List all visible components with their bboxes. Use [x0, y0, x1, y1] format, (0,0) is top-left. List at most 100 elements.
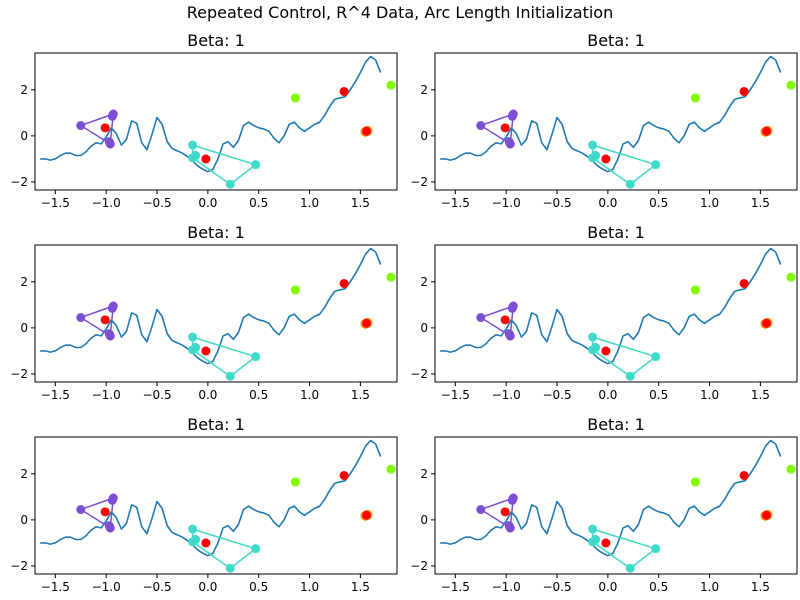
y-tick-label: −2	[410, 559, 428, 573]
x-tick-label: 0.0	[598, 196, 617, 210]
cyan-point	[591, 150, 601, 160]
x-tick-label: 0.0	[598, 388, 617, 402]
subplot-title: Beta: 1	[587, 415, 645, 434]
x-tick-label: 1.0	[700, 388, 719, 402]
axes-frame	[434, 244, 798, 383]
cyan-point	[225, 563, 235, 573]
purple-triangle-line	[480, 113, 515, 145]
x-tick-label: 1.5	[751, 580, 770, 594]
x-tick-label: 1.5	[751, 196, 770, 210]
subplot-5: Beta: 1 −1.5 −1.0 −0.5 0.0 0.5 1.0 1.5 −2 0 2	[10, 415, 398, 594]
x-tick-label: 1.5	[751, 388, 770, 402]
cyan-point	[625, 371, 635, 381]
cyan-point	[651, 352, 661, 362]
curve-line	[40, 247, 382, 365]
x-tick-label: −1.5	[441, 580, 470, 594]
purple-triangle-line	[80, 305, 115, 337]
x-tick-label: −1.5	[441, 388, 470, 402]
green-point	[690, 477, 700, 487]
x-tick-label: −1.0	[92, 580, 121, 594]
x-tick-label: 1.5	[351, 388, 370, 402]
x-tick-label: −1.5	[441, 196, 470, 210]
axes-frame	[434, 52, 798, 191]
axes-frame	[34, 52, 398, 191]
figure-suptitle: Repeated Control, R^4 Data, Arc Length I…	[187, 3, 613, 22]
red-point	[761, 318, 771, 328]
cyan-point	[588, 332, 598, 342]
green-point	[386, 272, 396, 282]
purple-point	[504, 329, 514, 339]
cyan-point	[588, 524, 598, 534]
curve-line	[440, 247, 782, 365]
plot-area	[40, 55, 396, 189]
curve-line	[440, 55, 782, 173]
axes-frame	[34, 436, 398, 575]
x-tick-label: −1.5	[41, 196, 70, 210]
cyan-quad-line	[591, 144, 657, 185]
red-point	[601, 538, 611, 548]
curve-line	[440, 439, 782, 557]
y-tick-label: 2	[420, 467, 428, 481]
green-point	[290, 285, 300, 295]
x-tick-label: −0.5	[142, 196, 171, 210]
y-tick-label: 0	[20, 321, 28, 335]
y-tick-label: −2	[10, 175, 28, 189]
x-tick-label: −0.5	[142, 388, 171, 402]
x-tick-label: 1.0	[300, 580, 319, 594]
y-tick-label: 2	[20, 275, 28, 289]
cyan-point	[625, 179, 635, 189]
red-point	[500, 315, 510, 325]
cyan-point	[188, 332, 198, 342]
y-tick-label: −2	[410, 175, 428, 189]
x-tick-label: 1.0	[700, 196, 719, 210]
red-point	[201, 346, 211, 356]
red-point	[761, 510, 771, 520]
x-tick-label: −0.5	[542, 580, 571, 594]
subplot-title: Beta: 1	[187, 415, 245, 434]
purple-point	[107, 111, 117, 121]
cyan-point	[591, 342, 601, 352]
cyan-point	[651, 544, 661, 554]
red-point	[761, 126, 771, 136]
red-point	[201, 154, 211, 164]
cyan-point	[225, 371, 235, 381]
y-tick-label: 0	[420, 321, 428, 335]
red-point	[601, 346, 611, 356]
x-tick-label: 1.5	[351, 196, 370, 210]
purple-point	[107, 495, 117, 505]
x-tick-label: 0.0	[198, 196, 217, 210]
green-point	[690, 285, 700, 295]
purple-point	[507, 495, 517, 505]
purple-triangle-line	[480, 497, 515, 529]
curve-line	[40, 439, 382, 557]
purple-point	[104, 137, 114, 147]
cyan-point	[191, 150, 201, 160]
red-point	[500, 123, 510, 133]
purple-point	[104, 521, 114, 531]
subplot-6: Beta: 1 −1.5 −1.0 −0.5 0.0 0.5 1.0 1.5 −2 0 2	[410, 415, 798, 594]
plot-area	[440, 247, 796, 381]
x-tick-label: −1.0	[492, 388, 521, 402]
x-tick-label: −0.5	[142, 580, 171, 594]
green-point	[290, 93, 300, 103]
purple-point	[76, 505, 86, 515]
y-tick-label: 0	[420, 513, 428, 527]
cyan-quad-line	[191, 528, 257, 569]
red-point	[339, 86, 349, 96]
green-point	[690, 93, 700, 103]
x-tick-label: −1.0	[492, 196, 521, 210]
subplot-title: Beta: 1	[587, 31, 645, 50]
plot-area	[440, 55, 796, 189]
red-point	[339, 278, 349, 288]
x-tick-label: 0.0	[198, 580, 217, 594]
cyan-point	[225, 179, 235, 189]
x-tick-label: −0.5	[542, 196, 571, 210]
x-tick-label: −1.0	[92, 196, 121, 210]
green-point	[786, 464, 796, 474]
y-tick-label: 2	[20, 83, 28, 97]
axes-frame	[34, 244, 398, 383]
red-point	[361, 126, 371, 136]
y-tick-label: 0	[420, 129, 428, 143]
plot-area	[40, 439, 396, 573]
